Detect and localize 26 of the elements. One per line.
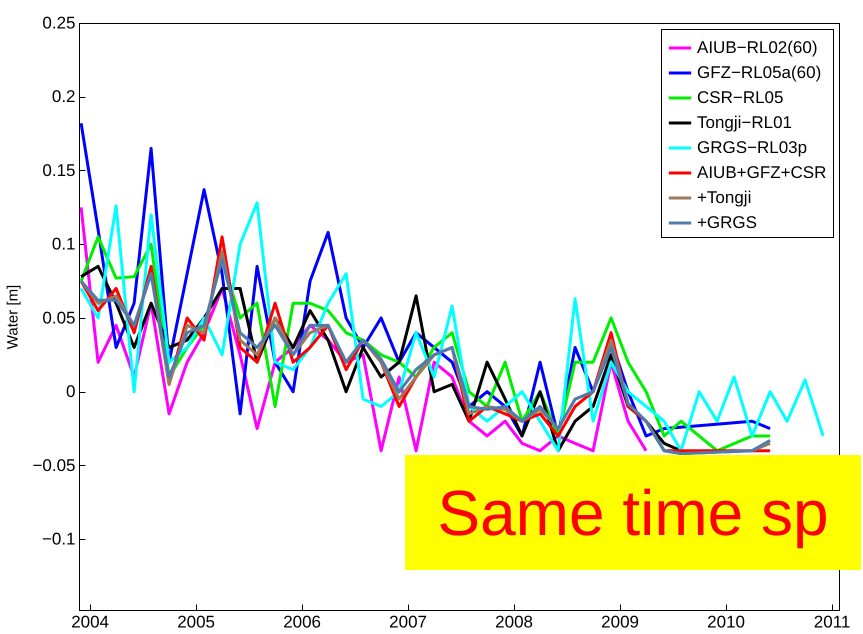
x-tick-label: 2011 bbox=[814, 612, 850, 632]
x-tick-label: 2010 bbox=[707, 612, 745, 632]
y-tick-label: 0.1 bbox=[52, 234, 76, 254]
x-tick-label: 2009 bbox=[601, 612, 639, 632]
y-axis-title: Water [m] bbox=[4, 284, 22, 350]
legend-label: +GRGS bbox=[697, 213, 757, 232]
legend-label: AIUB−RL02(60) bbox=[697, 38, 818, 57]
legend-label: GRGS−RL03p bbox=[697, 138, 808, 157]
x-tick-label: 2004 bbox=[71, 612, 110, 632]
legend-label: +Tongji bbox=[697, 188, 752, 207]
y-tick-label: 0.05 bbox=[42, 308, 76, 328]
legend-label: CSR−RL05 bbox=[697, 88, 784, 107]
y-tick-label: −0.1 bbox=[42, 530, 76, 549]
legend-label: Tongji−RL01 bbox=[697, 113, 792, 132]
x-tick-label: 2006 bbox=[283, 612, 322, 632]
y-tick-label: 0.2 bbox=[52, 87, 76, 106]
x-tick-label: 2005 bbox=[177, 612, 216, 632]
y-tick-label: −0.05 bbox=[32, 456, 76, 475]
y-tick-label: 0.25 bbox=[42, 14, 76, 32]
legend-label: GFZ−RL05a(60) bbox=[697, 63, 822, 82]
legend-label: AIUB+GFZ+CSR bbox=[697, 163, 826, 182]
x-tick-label: 2007 bbox=[389, 612, 428, 632]
note-box: Same time sp bbox=[405, 455, 861, 570]
x-tick-label: 2008 bbox=[495, 612, 534, 632]
y-tick-label: 0 bbox=[66, 382, 76, 402]
y-tick-label: 0.15 bbox=[42, 160, 76, 180]
